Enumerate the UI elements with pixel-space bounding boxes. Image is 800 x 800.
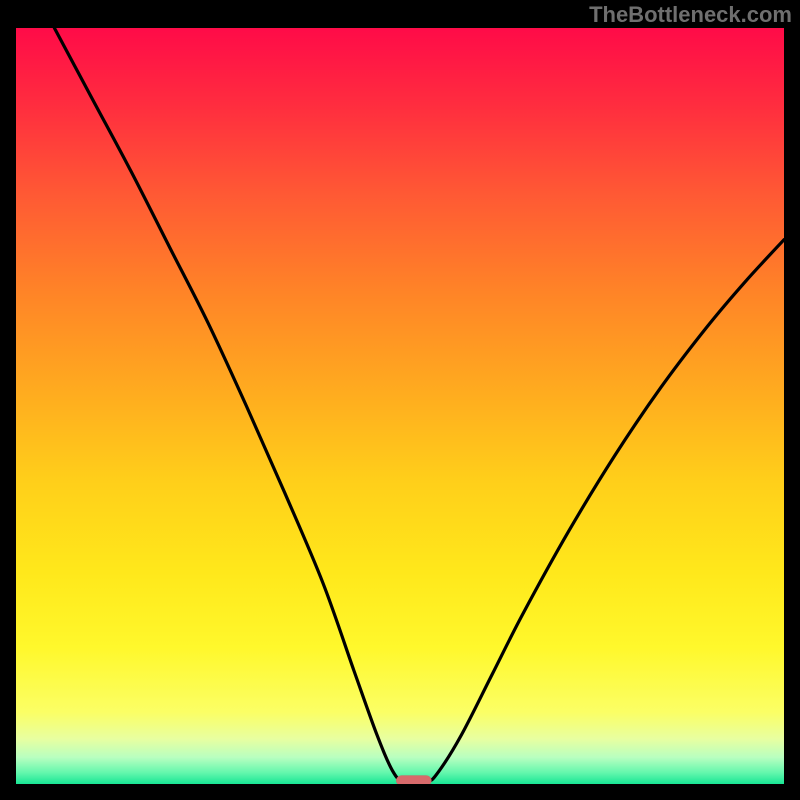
bottleneck-curve <box>54 28 784 783</box>
plot-area <box>16 28 784 784</box>
watermark-text: TheBottleneck.com <box>589 2 792 28</box>
chart-stage: TheBottleneck.com <box>0 0 800 800</box>
curve-layer <box>16 28 784 784</box>
optimal-marker <box>396 775 431 784</box>
